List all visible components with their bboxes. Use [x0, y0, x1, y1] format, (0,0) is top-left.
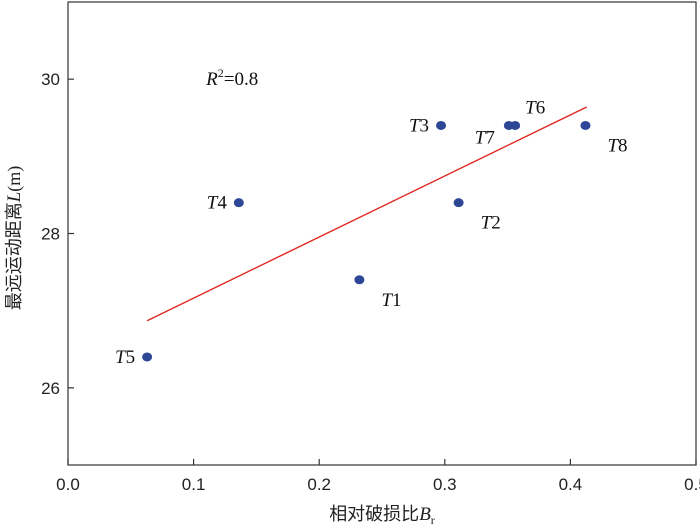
x-axis-title: 相对破损比Br [329, 504, 435, 527]
x-tick-label: 0.5 [684, 475, 700, 494]
data-point-T4 [233, 198, 244, 208]
x-tick-label: 0.4 [559, 475, 583, 494]
x-tick-label: 0.3 [433, 475, 457, 494]
point-label-T5: T5 [115, 347, 135, 368]
point-label-T7: T7 [475, 127, 495, 148]
point-label-T3: T3 [409, 115, 429, 136]
x-axis: 0.0 0.1 0.2 0.3 0.4 0.5 [56, 459, 700, 494]
x-tick-label: 0.2 [307, 475, 331, 494]
x-tick-label: 0.0 [56, 475, 80, 494]
point-labels: T1 T2 T3 T4 T5 T6 T7 T8 [115, 97, 628, 368]
data-point-T2 [453, 198, 464, 208]
plot-frame [67, 1, 697, 466]
point-label-T1: T1 [381, 290, 401, 311]
x-tick-label: 0.1 [182, 475, 206, 494]
y-tick-label: 28 [41, 225, 60, 244]
point-label-T8: T8 [607, 135, 627, 156]
fit-line [146, 106, 588, 322]
data-point-T5 [142, 352, 153, 362]
data-point-T7 [503, 120, 514, 130]
data-point-T8 [580, 120, 591, 130]
y-axis-title: 最远运动距离L(m) [4, 166, 25, 311]
data-point-T1 [354, 275, 365, 285]
point-label-T6: T6 [525, 97, 545, 118]
data-points [142, 120, 591, 362]
y-tick-label: 26 [41, 379, 60, 398]
y-axis: 26 28 30 [41, 70, 74, 398]
point-label-T2: T2 [481, 213, 501, 234]
fit-line-layer [146, 106, 588, 322]
data-point-T3 [436, 120, 447, 130]
r-squared-annotation: R2=0.8 [205, 66, 258, 90]
point-label-T4: T4 [207, 193, 228, 214]
y-tick-label: 30 [41, 70, 60, 89]
